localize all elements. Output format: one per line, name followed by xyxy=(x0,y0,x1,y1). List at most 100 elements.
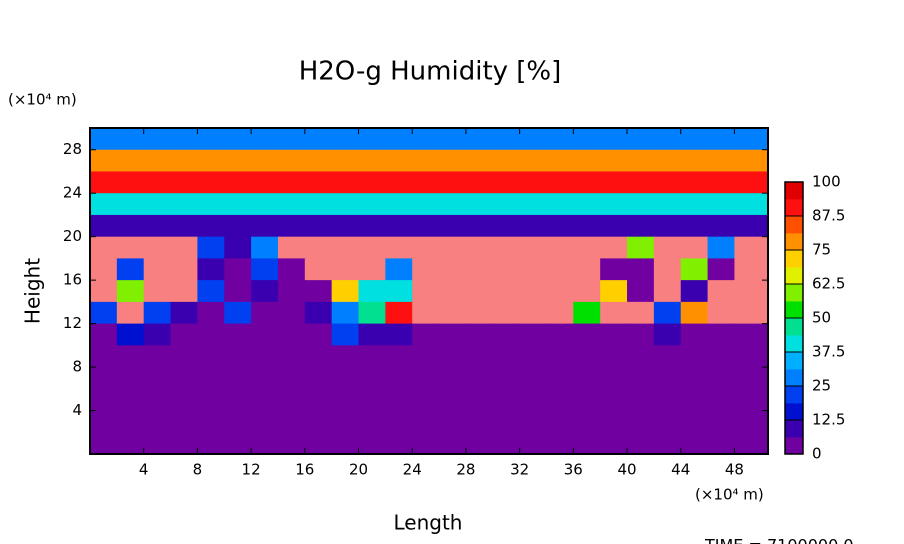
field-cell xyxy=(627,323,655,346)
field-cell xyxy=(573,214,601,238)
field-cell xyxy=(251,345,279,368)
field-cell xyxy=(546,258,574,281)
field-cell xyxy=(143,280,172,303)
field-cell xyxy=(358,323,386,346)
field-cell xyxy=(546,345,574,368)
field-cell xyxy=(680,388,709,412)
field-cell xyxy=(546,410,574,433)
field-cell xyxy=(600,367,628,390)
field-cell xyxy=(304,432,333,455)
field-cell xyxy=(412,149,440,172)
field-cell xyxy=(385,128,413,151)
field-cell xyxy=(143,193,172,216)
field-cell xyxy=(546,214,574,238)
field-cell xyxy=(653,128,682,151)
field-cell xyxy=(143,345,172,368)
field-cell xyxy=(277,301,306,325)
field-cell xyxy=(197,301,225,325)
field-cell xyxy=(277,432,306,455)
field-cell xyxy=(277,258,306,281)
field-cell xyxy=(90,193,118,216)
field-cell xyxy=(546,171,574,194)
field-cell xyxy=(627,410,655,433)
field-cell xyxy=(573,280,601,303)
field-cell xyxy=(465,432,494,455)
field-cell xyxy=(734,345,769,368)
field-cell xyxy=(170,128,198,151)
field-cell xyxy=(116,280,145,303)
field-cell xyxy=(304,214,333,238)
field-cell xyxy=(439,128,467,151)
field-cell xyxy=(277,214,306,238)
field-cell xyxy=(385,258,413,281)
field-cell xyxy=(251,214,279,238)
field-cell xyxy=(277,345,306,368)
field-cell xyxy=(143,171,172,194)
field-cell xyxy=(116,323,145,346)
field-cell xyxy=(519,171,547,194)
field-cell xyxy=(653,280,682,303)
field-cell xyxy=(734,149,769,172)
field-cell xyxy=(197,214,225,238)
field-cell xyxy=(358,171,386,194)
field-cell xyxy=(277,388,306,412)
field-cell xyxy=(331,432,360,455)
field-cell xyxy=(680,149,709,172)
field-cell xyxy=(734,410,769,433)
field-cell xyxy=(492,323,521,346)
field-cell xyxy=(600,214,628,238)
field-cell xyxy=(90,410,118,433)
field-cell xyxy=(492,193,521,216)
field-cell xyxy=(331,258,360,281)
field-cell xyxy=(170,323,198,346)
field-cell xyxy=(734,236,769,259)
field-cell xyxy=(519,193,547,216)
field-cell xyxy=(653,432,682,455)
field-cell xyxy=(143,410,172,433)
field-cell xyxy=(385,171,413,194)
field-cell xyxy=(277,410,306,433)
colorbar-swatch xyxy=(785,233,803,251)
field-cell xyxy=(519,301,547,325)
field-cell xyxy=(277,128,306,151)
field-cell xyxy=(573,149,601,172)
field-cell xyxy=(197,367,225,390)
field-cell xyxy=(465,149,494,172)
x-tick-label: 8 xyxy=(193,461,203,479)
field-cell xyxy=(197,258,225,281)
field-cell xyxy=(573,432,601,455)
field-cell xyxy=(385,345,413,368)
field-cell xyxy=(143,128,172,151)
field-cell xyxy=(653,236,682,259)
field-cell xyxy=(90,171,118,194)
field-cell xyxy=(492,432,521,455)
field-cell xyxy=(600,128,628,151)
field-cell xyxy=(412,258,440,281)
y-tick-label: 24 xyxy=(63,184,82,202)
field-cell xyxy=(116,171,145,194)
field-cell xyxy=(573,367,601,390)
field-cell xyxy=(170,280,198,303)
field-cell xyxy=(734,432,769,455)
field-cell xyxy=(116,432,145,455)
field-cell xyxy=(224,345,252,368)
colorbar-swatch xyxy=(785,199,803,217)
field-cell xyxy=(197,128,225,151)
field-cell xyxy=(304,367,333,390)
field-cell xyxy=(224,301,252,325)
field-cell xyxy=(143,301,172,325)
field-cell xyxy=(143,149,172,172)
field-cell xyxy=(439,258,467,281)
field-cell xyxy=(412,323,440,346)
field-cell xyxy=(627,432,655,455)
x-tick-label: 32 xyxy=(510,461,529,479)
field-cell xyxy=(519,149,547,172)
field-cell xyxy=(627,214,655,238)
field-cell xyxy=(573,128,601,151)
field-cell xyxy=(331,388,360,412)
x-axis-label: Length xyxy=(394,511,463,535)
field-cell xyxy=(358,432,386,455)
colorbar-swatch xyxy=(785,318,803,336)
field-cell xyxy=(90,149,118,172)
field-cell xyxy=(116,388,145,412)
